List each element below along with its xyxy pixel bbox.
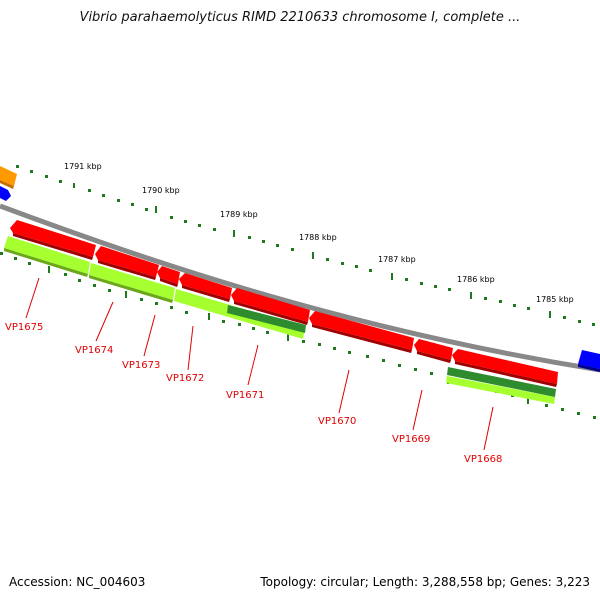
red-genes [10, 220, 558, 387]
label-leaders [25, 277, 494, 451]
gene-red[interactable] [309, 311, 414, 350]
chromosome-backbone [0, 203, 600, 373]
gene-dark-green[interactable] [447, 367, 556, 397]
gene-label-vp1674[interactable]: VP1674 [75, 345, 113, 356]
gene-red[interactable] [179, 273, 232, 299]
gene-red[interactable] [10, 220, 96, 257]
gene-red[interactable] [231, 288, 310, 322]
gene-label-vp1675[interactable]: VP1675 [5, 322, 43, 333]
ruler-label: 1788 kbp [299, 233, 337, 242]
gene-label-vp1673[interactable]: VP1673 [122, 360, 160, 371]
ruler-label: 1789 kbp [220, 210, 258, 219]
gene-blue-left[interactable] [0, 186, 11, 201]
gene-orange-shade [0, 180, 14, 189]
gene-blue-right-shade [578, 364, 600, 372]
gene-labels: VP1675 VP1674 VP1673 VP1672 VP1671 VP167… [5, 322, 502, 465]
gene-label-vp1668[interactable]: VP1668 [464, 454, 502, 465]
gene-red[interactable] [452, 349, 558, 384]
gene-green[interactable] [89, 263, 175, 300]
gene-dark-green[interactable] [227, 305, 306, 333]
ruler-label: 1790 kbp [142, 186, 180, 195]
ruler-labels: 1791 kbp 1790 kbp 1789 kbp 1788 kbp 1787… [64, 162, 574, 304]
ruler-label: 1787 kbp [378, 255, 416, 264]
accession-text: Accession: NC_004603 [9, 575, 146, 589]
gene-blue-right[interactable] [578, 350, 600, 369]
ruler-label: 1785 kbp [536, 295, 574, 304]
gene-label-vp1672[interactable]: VP1672 [166, 373, 204, 384]
gene-green[interactable] [446, 376, 555, 404]
ruler-label: 1786 kbp [457, 275, 495, 284]
gene-label-vp1670[interactable]: VP1670 [318, 416, 356, 427]
map-title: Vibrio parahaemolyticus RIMD 2210633 chr… [79, 10, 521, 25]
gene-green[interactable] [4, 236, 90, 274]
gene-red[interactable] [414, 339, 453, 360]
genome-summary-text: Topology: circular; Length: 3,288,558 bp… [260, 575, 590, 589]
gene-label-vp1671[interactable]: VP1671 [226, 390, 264, 401]
gene-red[interactable] [157, 266, 180, 284]
gene-orange[interactable] [0, 166, 17, 186]
green-genes [4, 236, 556, 404]
ruler-label: 1791 kbp [64, 162, 102, 171]
gene-label-vp1669[interactable]: VP1669 [392, 434, 430, 445]
gene-red[interactable] [95, 246, 159, 277]
ruler [16, 165, 595, 326]
